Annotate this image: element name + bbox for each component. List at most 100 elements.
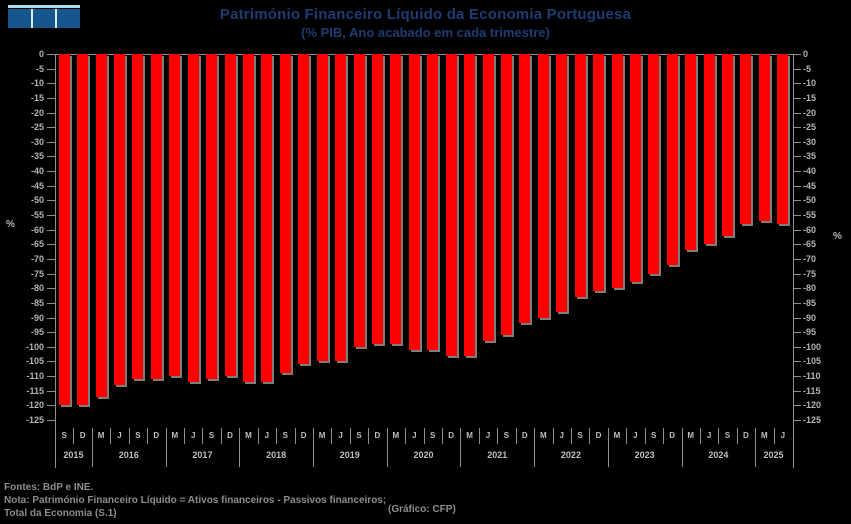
y-axis-unit-left: % bbox=[6, 219, 15, 230]
year-divider bbox=[239, 428, 241, 467]
year-divider bbox=[607, 428, 609, 467]
bar bbox=[95, 54, 107, 397]
quarter-divider bbox=[663, 428, 664, 444]
quarter-label: J bbox=[117, 431, 122, 440]
year-divider bbox=[534, 428, 536, 467]
bar bbox=[537, 54, 549, 318]
y-tick-mark-right bbox=[793, 97, 801, 99]
y-tick-mark-left bbox=[47, 215, 55, 217]
y-tick-label-left: -125 bbox=[25, 415, 44, 425]
year-label: 2020 bbox=[413, 450, 434, 460]
y-tick-label-right: 0 bbox=[803, 49, 809, 59]
bar bbox=[150, 54, 162, 379]
bar bbox=[629, 54, 641, 282]
y-tick-mark-right bbox=[793, 346, 801, 348]
footer-source: Fontes: BdP e INE. bbox=[4, 482, 94, 493]
y-tick-label-left: -70 bbox=[30, 253, 44, 264]
quarter-label: D bbox=[227, 431, 233, 440]
quarter-divider bbox=[497, 428, 499, 444]
bar bbox=[519, 54, 531, 323]
bar bbox=[114, 54, 125, 385]
y-tick-mark-right bbox=[793, 156, 801, 158]
y-tick-label-left: -115 bbox=[26, 385, 44, 396]
y-tick-label-right: -30 bbox=[803, 136, 817, 147]
year-label: 2018 bbox=[266, 450, 287, 460]
cfp-logo bbox=[8, 5, 81, 28]
bar bbox=[58, 54, 70, 405]
bar bbox=[169, 54, 181, 376]
year-divider bbox=[755, 428, 757, 467]
y-tick-label-left: -5 bbox=[35, 63, 44, 74]
y-tick-mark-right bbox=[793, 376, 801, 378]
quarter-divider bbox=[276, 428, 278, 444]
quarter-divider bbox=[147, 428, 149, 444]
y-tick-mark-left bbox=[47, 54, 55, 55]
y-tick-mark-left bbox=[47, 156, 55, 158]
bar bbox=[740, 54, 752, 224]
y-tick-label-left: -55 bbox=[30, 210, 44, 221]
chart-title: Património Financeiro Líquido da Economi… bbox=[219, 6, 632, 23]
plot-area bbox=[55, 54, 792, 420]
y-tick-label-left: -85 bbox=[30, 297, 44, 308]
bar bbox=[464, 54, 476, 356]
y-tick-label-right: -5 bbox=[803, 63, 812, 74]
y-tick-mark-right bbox=[793, 200, 801, 202]
quarter-divider bbox=[570, 428, 572, 444]
quarter-label: S bbox=[503, 431, 510, 440]
bar bbox=[574, 54, 586, 297]
quarter-label: D bbox=[79, 431, 86, 440]
year-label: 2017 bbox=[192, 450, 213, 460]
y-tick-mark-right bbox=[793, 54, 801, 55]
quarter-label: D bbox=[300, 431, 307, 440]
quarter-label: D bbox=[153, 431, 160, 440]
quarter-label: J bbox=[706, 431, 712, 440]
y-tick-mark-left bbox=[47, 346, 55, 348]
quarter-label: J bbox=[559, 431, 564, 440]
y-tick-label-right: -125 bbox=[803, 415, 822, 425]
year-divider bbox=[312, 428, 314, 467]
y-tick-label-right: -90 bbox=[803, 312, 817, 323]
quarter-label: D bbox=[448, 431, 454, 440]
quarter-label: S bbox=[61, 431, 67, 440]
y-tick-label-left: -100 bbox=[25, 341, 44, 352]
y-tick-label-right: -100 bbox=[803, 341, 822, 352]
quarter-label: S bbox=[651, 431, 657, 440]
y-tick-label-right: -15 bbox=[803, 92, 817, 103]
quarter-label: D bbox=[742, 431, 749, 440]
y-tick-mark-right bbox=[793, 141, 801, 143]
y-tick-mark-right bbox=[793, 390, 801, 392]
y-tick-label-right: -10 bbox=[803, 78, 817, 89]
y-tick-mark-right bbox=[793, 405, 801, 407]
bar bbox=[390, 54, 402, 344]
y-tick-mark-right bbox=[793, 185, 801, 187]
quarter-label: M bbox=[539, 431, 547, 440]
y-tick-mark-right bbox=[793, 317, 801, 319]
bar bbox=[482, 54, 494, 341]
quarter-divider bbox=[331, 428, 333, 444]
bar bbox=[298, 54, 310, 364]
quarter-label: M bbox=[613, 431, 621, 440]
y-tick-label-right: -20 bbox=[803, 107, 817, 118]
quarter-label: D bbox=[595, 431, 602, 440]
chart-subtitle: (% PIB, Ano acabado em cada trimestre) bbox=[301, 25, 550, 40]
y-tick-mark-left bbox=[47, 171, 55, 173]
quarter-divider bbox=[589, 428, 591, 444]
quarter-divider bbox=[699, 428, 701, 444]
y-tick-mark-left bbox=[47, 376, 55, 378]
bar bbox=[685, 54, 697, 250]
bar bbox=[556, 54, 568, 312]
quarter-divider bbox=[736, 428, 738, 444]
quarter-label: S bbox=[282, 431, 288, 440]
y-tick-mark-right bbox=[793, 273, 801, 275]
y-tick-label-right: -95 bbox=[803, 327, 817, 338]
bar bbox=[224, 54, 236, 376]
y-tick-mark-right bbox=[793, 127, 801, 129]
quarter-label: M bbox=[97, 431, 105, 440]
bar bbox=[666, 54, 678, 265]
y-tick-mark-left bbox=[47, 302, 55, 304]
y-tick-label-left: -110 bbox=[26, 371, 44, 382]
y-tick-mark-right bbox=[793, 302, 801, 304]
y-tick-mark-left bbox=[47, 83, 55, 85]
bar bbox=[427, 54, 439, 350]
y-tick-label-left: -30 bbox=[30, 136, 44, 147]
